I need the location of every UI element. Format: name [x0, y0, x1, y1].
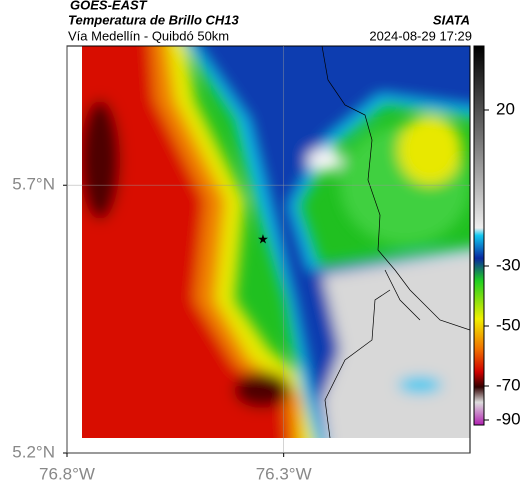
- lon-tick-label: 76.3°W: [256, 464, 312, 483]
- temperature-raster: [82, 46, 470, 438]
- location: Vía Medellín - Quibdó 50km: [68, 28, 229, 43]
- colorbar-tick-label: 20: [496, 99, 515, 118]
- colorbar: [473, 45, 485, 426]
- lat-tick-label: 5.2°N: [12, 442, 55, 461]
- title: GOES-EAST: [70, 0, 148, 12]
- location-marker: ★: [257, 231, 269, 246]
- lon-tick-label: 76.8°W: [39, 464, 95, 483]
- colorbar-tick-label: -50: [496, 315, 521, 334]
- colorbar-tick-label: -30: [496, 255, 521, 274]
- lat-tick-label: 5.7°N: [12, 175, 55, 194]
- colorbar-tick-label: -70: [496, 375, 521, 394]
- colorbar-tick-label: -90: [496, 409, 521, 428]
- subtitle: Temperatura de Brillo CH13: [68, 12, 240, 27]
- source: SIATA: [433, 12, 470, 27]
- datetime: 2024-08-29 17:29: [369, 28, 472, 43]
